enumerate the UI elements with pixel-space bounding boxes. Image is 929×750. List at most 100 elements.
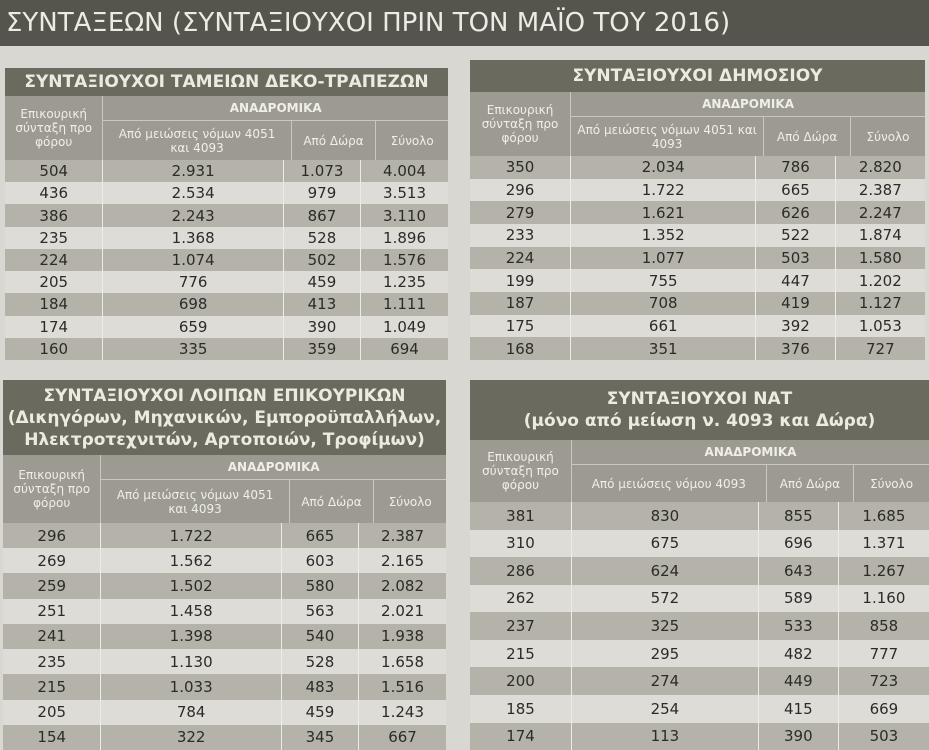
table-row: 350 2.034 786 2.820	[470, 156, 925, 179]
column-group-label: ΑΝΑΔΡΟΜΙΚΑ	[571, 440, 929, 465]
column-header-pension: Επικουρική σύνταξη προ φόρου	[470, 440, 572, 502]
table-cell: 2.021	[381, 602, 424, 621]
table-cell: 563	[282, 598, 360, 624]
table-row: 296 1.722 665 2.387	[470, 178, 925, 202]
column-group: ΑΝΑΔΡΟΜΙΚΑ Από μειώσεις νόμων 4051 και 40…	[103, 96, 448, 160]
table-cell: 777	[869, 644, 899, 663]
table-cell: 2.387	[858, 181, 902, 199]
table-title: ΣΥΝΤΑΞΙΟΥΧΟΙ ΔΗΜΟΣΙΟΥ	[470, 60, 925, 92]
table-cell: 784	[101, 699, 282, 725]
table-cell: 1.371	[862, 534, 906, 553]
table-cell: 279	[470, 201, 572, 225]
table-cell: 390	[284, 315, 362, 338]
table-cell: 1.621	[571, 201, 757, 225]
table-body: 381 830 855 1.685 310 675 696 1.371 286 624 643 1.2…	[470, 502, 929, 750]
column-header-2: Από Δώρα	[767, 465, 855, 502]
table-cell: 572	[572, 584, 759, 613]
table-cell: 185	[470, 694, 572, 723]
table-cell: 2.082	[381, 577, 424, 596]
table-cell: 669	[869, 699, 899, 718]
table-cell: 205	[5, 271, 104, 294]
table-cell: 483	[282, 674, 360, 700]
table-cell: 459	[282, 699, 360, 725]
table-row: 310 675 696 1.371	[470, 529, 929, 558]
table-cell: 184	[5, 293, 104, 316]
table-cell: 503	[869, 727, 899, 746]
table-cell: 1.576	[383, 250, 426, 269]
table-row: 215 295 482 777	[470, 639, 929, 668]
table-cell: 522	[756, 224, 836, 247]
table-row: 168 351 376 727	[470, 337, 925, 361]
table-cell: 392	[756, 314, 836, 338]
table-cell: 1.202	[858, 271, 902, 290]
table-cell: 1.267	[862, 561, 906, 580]
table-cell: 589	[759, 584, 839, 613]
table-cell: 235	[5, 226, 104, 249]
table-cell: 237	[470, 612, 572, 640]
column-header-2: Από Δώρα	[764, 117, 851, 156]
table-row: 160 335 359 694	[5, 337, 448, 360]
table-row: 215 1.033 483 1.516	[3, 674, 446, 700]
table-cell: 386	[5, 204, 104, 227]
table-row: 286 624 643 1.267	[470, 557, 929, 585]
table-cell: 1.053	[858, 317, 902, 336]
table-cell: 776	[103, 271, 284, 294]
table-row: 504 2.931 1.073 4.004	[5, 160, 448, 183]
table-cell: 665	[282, 523, 360, 549]
table-cell: 603	[282, 548, 360, 574]
table-cell: 533	[759, 612, 839, 640]
table-cell: 215	[470, 639, 572, 668]
table-row: 251 1.458 563 2.021	[3, 598, 446, 624]
column-header-1: Από μειώσεις νόμου 4093	[572, 465, 767, 502]
table-cell: 502	[284, 248, 362, 272]
table-body: 296 1.722 665 2.387 269 1.562 603 2.165 259 1.502…	[3, 523, 446, 750]
table-cell: 235	[3, 649, 102, 675]
table-cell: 2.165	[381, 551, 424, 570]
table-cell: 2.820	[858, 158, 902, 177]
table-cell: 2.247	[858, 203, 902, 222]
table-cell: 723	[869, 672, 899, 691]
table-cell: 215	[3, 674, 102, 700]
table-body: 504 2.931 1.073 4.004 436 2.534 979 3.513 386 2.2…	[5, 160, 448, 360]
column-header-pension: Επικουρική σύνταξη προ φόρου	[470, 92, 572, 156]
table-cell: 1.074	[103, 248, 284, 272]
table-row: 237 325 533 858	[470, 612, 929, 640]
table-cell: 351	[571, 337, 757, 361]
table-cell: 2.534	[103, 182, 284, 205]
table-cell: 286	[470, 557, 572, 585]
table-cell: 1.458	[101, 598, 282, 624]
table-cell: 858	[869, 617, 899, 636]
table-cell: 154	[3, 724, 102, 750]
table-cell: 698	[103, 293, 284, 316]
table-cell: 1.235	[383, 273, 426, 292]
table-row: 187 708 419 1.127	[470, 292, 925, 315]
table-cell: 482	[759, 639, 839, 668]
table-cell: 786	[756, 156, 836, 179]
table-header: Επικουρική σύνταξη προ φόρου ΑΝΑΔΡΟΜΙΚΑ Απ…	[3, 455, 446, 523]
table-row: 184 698 413 1.111	[5, 293, 448, 316]
table-cell: 350	[470, 156, 572, 179]
table-cell: 459	[284, 271, 362, 294]
column-header-3: Σύνολο	[870, 476, 914, 491]
table-cell: 1.562	[101, 548, 282, 574]
table-cell: 419	[756, 292, 836, 315]
table-title-line: (μόνο από μείωση ν. 4093 και Δώρα)	[523, 411, 876, 431]
table-cell: 359	[284, 337, 362, 360]
table-cell: 2.387	[381, 526, 424, 545]
table-cell: 160	[5, 337, 104, 360]
table-cell: 755	[571, 269, 757, 293]
table-row: 205 776 459 1.235	[5, 271, 448, 294]
table-cell: 187	[470, 292, 572, 315]
table-header: Επικουρική σύνταξη προ φόρου ΑΝΑΔΡΟΜΙΚΑ Απ…	[470, 92, 925, 156]
table-cell: 345	[282, 724, 360, 750]
table-cell: 503	[756, 246, 836, 270]
table-cell: 3.110	[383, 206, 426, 225]
table-cell: 1.127	[858, 294, 902, 313]
table-title-line: (Δικηγόρων, Μηχανικών, Εμποροϋπαλλήλων,	[7, 407, 442, 428]
table-cell: 168	[470, 337, 572, 361]
column-group: ΑΝΑΔΡΟΜΙΚΑ Από μειώσεις νόμων 4051 και 40…	[101, 455, 446, 523]
column-header-3: Σύνολο	[866, 129, 910, 144]
table-cell: 665	[756, 178, 836, 202]
column-header-3: Σύνολο	[388, 494, 432, 509]
table-cell: 251	[3, 598, 102, 624]
